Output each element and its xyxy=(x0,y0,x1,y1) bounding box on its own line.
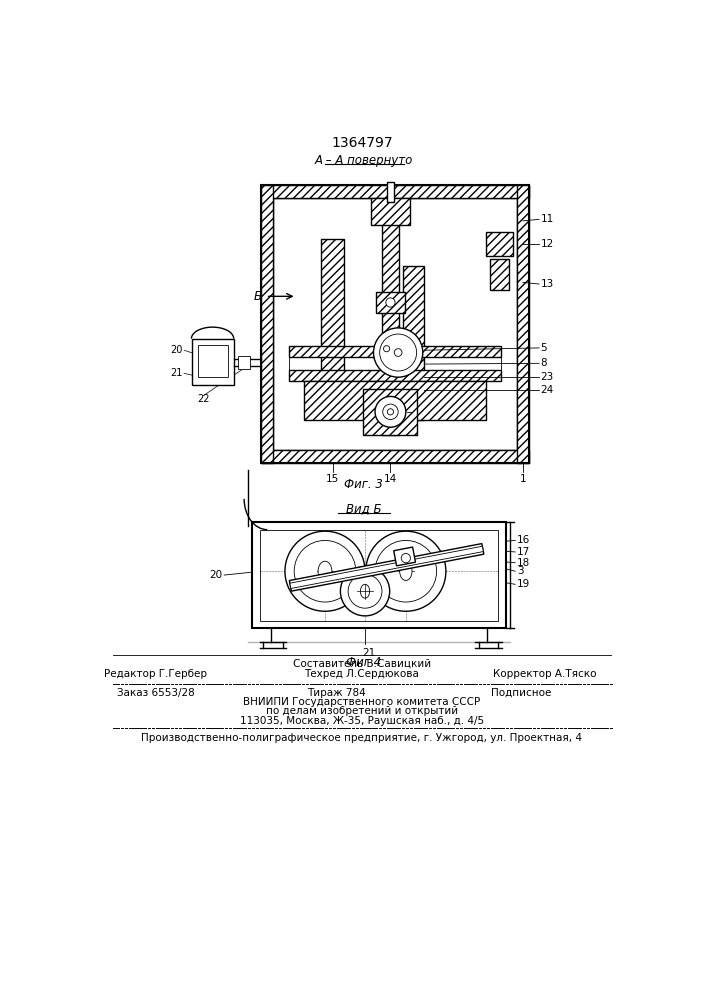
Circle shape xyxy=(387,409,394,415)
Text: 1364797: 1364797 xyxy=(331,136,393,150)
Text: 19: 19 xyxy=(517,579,530,589)
Circle shape xyxy=(348,574,382,608)
Text: Тираж 784: Тираж 784 xyxy=(307,688,366,698)
Text: 17: 17 xyxy=(517,547,530,557)
Bar xyxy=(288,357,501,370)
Text: по делам изобретений и открытий: по делам изобретений и открытий xyxy=(266,706,458,716)
Text: Составитель В.Савицкий: Составитель В.Савицкий xyxy=(293,659,431,669)
Polygon shape xyxy=(290,546,484,588)
Text: 18: 18 xyxy=(517,558,530,568)
Text: Производственно-полиграфическое предприятие, г. Ужгород, ул. Проектная, 4: Производственно-полиграфическое предприя… xyxy=(141,733,583,743)
Bar xyxy=(261,185,529,463)
Text: Вид Б: Вид Б xyxy=(346,502,381,515)
Bar xyxy=(288,370,501,381)
Text: Фиг. 3: Фиг. 3 xyxy=(344,478,383,491)
Text: 11: 11 xyxy=(541,214,554,224)
Circle shape xyxy=(366,531,446,611)
Text: 24: 24 xyxy=(541,385,554,395)
Text: 22: 22 xyxy=(197,394,209,404)
Text: 16: 16 xyxy=(517,535,530,545)
Text: Заказ 6553/28: Заказ 6553/28 xyxy=(117,688,194,698)
Text: 3: 3 xyxy=(517,566,523,576)
Text: Корректор А.Тяско: Корректор А.Тяско xyxy=(493,669,596,679)
Text: А – А повернуто: А – А повернуто xyxy=(315,154,413,167)
Circle shape xyxy=(285,531,365,611)
Text: 23: 23 xyxy=(541,372,554,382)
Bar xyxy=(382,221,399,435)
Bar xyxy=(490,259,509,290)
Bar xyxy=(198,345,228,377)
Ellipse shape xyxy=(361,584,370,598)
Text: 13: 13 xyxy=(541,279,554,289)
Text: Б: Б xyxy=(254,290,262,303)
Bar xyxy=(403,266,424,420)
Bar xyxy=(261,185,529,198)
Bar xyxy=(261,185,274,463)
Circle shape xyxy=(395,349,402,356)
Circle shape xyxy=(383,346,390,352)
Bar xyxy=(394,547,416,566)
Text: 1: 1 xyxy=(520,474,526,484)
Text: 5: 5 xyxy=(541,343,547,353)
Bar xyxy=(304,381,486,420)
Circle shape xyxy=(340,567,390,616)
Ellipse shape xyxy=(318,561,332,581)
Text: 113035, Москва, Ж-35, Раушская наб., д. 4/5: 113035, Москва, Ж-35, Раушская наб., д. … xyxy=(240,716,484,726)
Bar xyxy=(486,232,513,256)
Text: 15: 15 xyxy=(326,474,339,484)
Text: 12: 12 xyxy=(541,239,554,249)
Text: 21: 21 xyxy=(362,648,375,658)
Bar xyxy=(288,346,501,357)
Text: 20: 20 xyxy=(209,570,223,580)
Circle shape xyxy=(401,554,411,563)
Text: 14: 14 xyxy=(384,474,397,484)
Circle shape xyxy=(375,396,406,427)
Bar xyxy=(259,530,498,620)
Text: Техред Л.Сердюкова: Техред Л.Сердюкова xyxy=(305,669,419,679)
Bar xyxy=(363,389,417,435)
Text: 8: 8 xyxy=(541,358,547,368)
Circle shape xyxy=(382,404,398,420)
Bar xyxy=(376,292,405,313)
Bar xyxy=(321,239,344,373)
Ellipse shape xyxy=(399,562,412,580)
Bar xyxy=(371,198,409,225)
Bar xyxy=(387,182,395,202)
Text: Подписное: Подписное xyxy=(491,688,551,698)
Circle shape xyxy=(386,298,395,307)
Circle shape xyxy=(375,540,437,602)
Bar xyxy=(238,356,250,369)
Bar xyxy=(252,522,506,628)
Bar xyxy=(192,339,234,385)
Circle shape xyxy=(380,334,416,371)
Circle shape xyxy=(294,540,356,602)
Text: Редактор Г.Гербер: Редактор Г.Гербер xyxy=(104,669,207,679)
Bar xyxy=(274,198,517,450)
Circle shape xyxy=(373,328,423,377)
Text: ВНИИПИ Государственного комитета СССР: ВНИИПИ Государственного комитета СССР xyxy=(243,697,481,707)
Polygon shape xyxy=(289,544,484,591)
Bar xyxy=(261,450,529,463)
Text: 20: 20 xyxy=(170,345,182,355)
Text: Фиг 4: Фиг 4 xyxy=(346,656,381,669)
Text: 21: 21 xyxy=(170,368,182,378)
Bar xyxy=(517,185,529,463)
